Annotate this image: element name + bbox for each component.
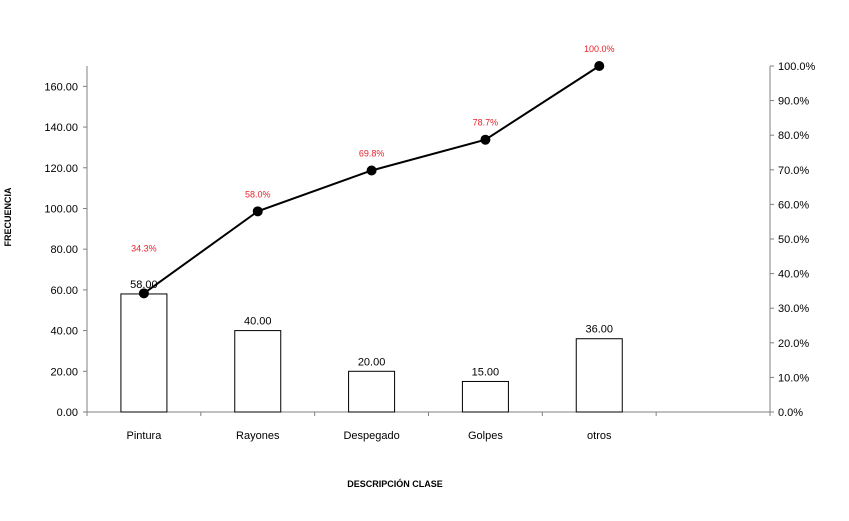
- y-axis-left: 0.00 20.00 40.00 60.00 80.00 100.00 120.00 140.…: [44, 66, 88, 419]
- y2-tick-label: 70.0%: [778, 165, 809, 177]
- y2-tick-label: 100.0%: [778, 61, 816, 73]
- y2-tick-label: 40.0%: [778, 269, 809, 281]
- y-tick-label: 160.00: [44, 81, 78, 93]
- cumulative-point: [366, 165, 377, 176]
- bar-value-label: 36.00: [585, 324, 613, 336]
- y2-tick-label: 0.0%: [778, 407, 803, 419]
- y-tick-label: 80.00: [50, 244, 78, 256]
- cumulative-percent-label: 78.7%: [473, 118, 499, 128]
- bar: [348, 370, 396, 413]
- y2-tick-label: 20.0%: [778, 338, 809, 350]
- cumulative-polyline: [143, 65, 600, 295]
- bar: [234, 330, 282, 413]
- y2-tick-label: 10.0%: [778, 372, 809, 384]
- x-axis-title: DESCRIPCIÓN CLASE: [347, 478, 443, 489]
- y2-tick-label: 80.0%: [778, 130, 809, 142]
- cumulative-percent-labels: 34.3% 58.0% 69.8% 78.7% 100.0%: [131, 44, 614, 253]
- y2-tick-label: 50.0%: [778, 234, 809, 246]
- cumulative-point: [252, 206, 263, 217]
- y-axis-right: 0.0% 10.0% 20.0% 30.0% 40.0% 50.0% 60.0% 70.0% 8…: [769, 61, 816, 419]
- x-tick-label: Pintura: [126, 430, 162, 442]
- y-tick-label: 140.00: [44, 122, 78, 134]
- y2-tick-label: 90.0%: [778, 96, 809, 108]
- y2-tick-label: 30.0%: [778, 303, 809, 315]
- x-axis: Pintura Rayones Despegado Golpes otros: [86, 411, 771, 442]
- y-axis-title: FRECUENCIA: [3, 187, 13, 247]
- cumulative-point: [594, 61, 605, 71]
- y-tick-label: 40.00: [50, 326, 78, 338]
- bar-value-label: 40.00: [244, 316, 272, 328]
- cumulative-percent-label: 69.8%: [359, 148, 385, 158]
- cumulative-line: [138, 61, 605, 299]
- y-tick-label: 120.00: [44, 163, 78, 175]
- x-tick-label: Rayones: [236, 430, 280, 442]
- y-tick-label: 0.00: [57, 407, 78, 419]
- bars: [120, 293, 623, 413]
- y-tick-label: 60.00: [50, 285, 78, 297]
- cumulative-percent-label: 58.0%: [245, 189, 271, 199]
- bar: [461, 380, 509, 413]
- bar: [575, 338, 623, 413]
- cumulative-point: [138, 288, 149, 299]
- cumulative-percent-label: 34.3%: [131, 243, 157, 253]
- x-tick-label: Golpes: [468, 430, 503, 442]
- bar: [120, 293, 168, 413]
- y-tick-label: 20.00: [50, 366, 78, 378]
- x-tick-label: Despegado: [343, 430, 399, 442]
- cumulative-percent-label: 100.0%: [584, 44, 615, 54]
- x-tick-label: otros: [587, 430, 612, 442]
- y-tick-label: 100.00: [44, 203, 78, 215]
- bar-value-label: 20.00: [358, 356, 386, 368]
- bar-value-label: 15.00: [472, 366, 500, 378]
- y2-tick-label: 60.0%: [778, 199, 809, 211]
- cumulative-point: [480, 134, 491, 145]
